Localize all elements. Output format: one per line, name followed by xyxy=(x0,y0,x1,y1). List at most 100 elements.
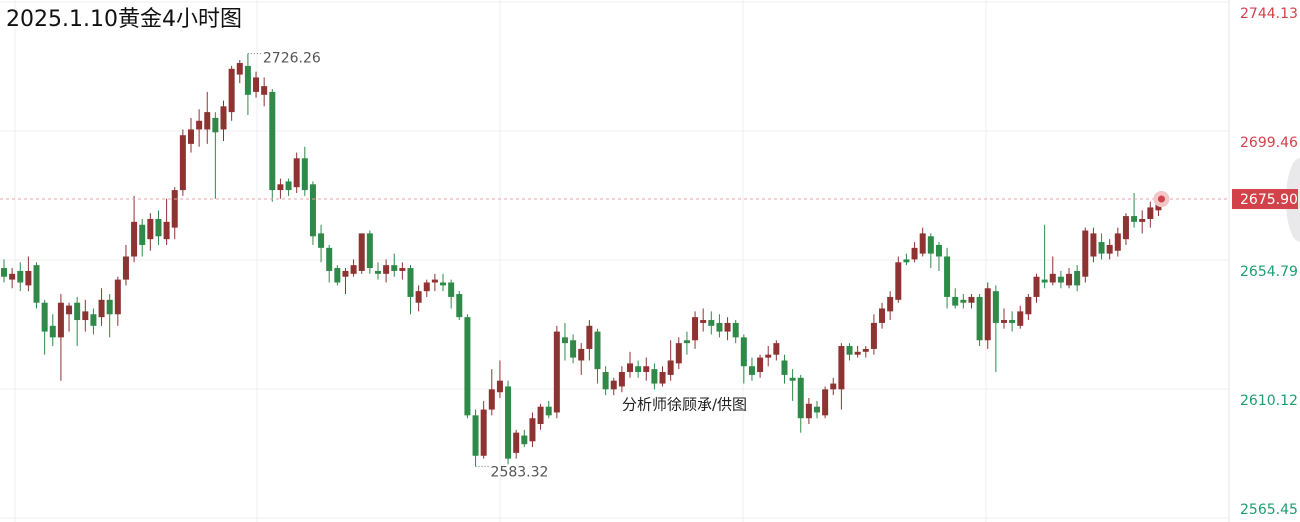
candle-body xyxy=(935,244,942,257)
candle-body xyxy=(789,377,796,381)
candle-body xyxy=(358,233,365,271)
candle-body xyxy=(1139,218,1146,222)
candle-body xyxy=(49,325,56,338)
candle-body xyxy=(350,265,357,274)
candle-body xyxy=(456,294,463,318)
candle-body xyxy=(90,314,97,326)
candle-body xyxy=(1122,216,1129,240)
candle-body xyxy=(415,291,422,303)
y-tick-label: 2699.46 xyxy=(1240,135,1298,151)
candle-body xyxy=(334,268,341,283)
candle-body xyxy=(814,406,820,413)
candle-body xyxy=(163,221,170,240)
candle-body xyxy=(879,308,886,323)
candle-body xyxy=(578,348,585,361)
candle-body xyxy=(724,322,731,332)
candle-body xyxy=(1106,244,1113,254)
last-price-box xyxy=(1232,189,1298,210)
candle-body xyxy=(570,340,577,358)
candle-body xyxy=(667,360,674,375)
candle-body xyxy=(244,65,251,95)
candle-body xyxy=(748,366,755,375)
candle-body xyxy=(618,372,625,387)
candle-body xyxy=(708,320,715,326)
candle-body xyxy=(586,325,593,349)
candle-body xyxy=(1131,216,1138,222)
candle-body xyxy=(147,218,154,240)
candle-body xyxy=(521,435,528,445)
candle-body xyxy=(944,256,951,297)
candle-body xyxy=(602,372,609,390)
candle-body xyxy=(261,86,268,95)
chart-title: 2025.1.10黄金4小时图 xyxy=(6,7,242,32)
candle-body xyxy=(407,268,414,297)
candle-body xyxy=(366,233,373,269)
candle-body xyxy=(1082,230,1089,277)
candle-body xyxy=(1074,270,1081,286)
candle-body xyxy=(992,291,999,323)
high-annotation: 2726.26 xyxy=(263,51,321,67)
candle-body xyxy=(212,117,219,133)
candle-body xyxy=(952,296,959,306)
candle-body xyxy=(57,302,64,338)
candle-body xyxy=(895,262,902,300)
candle-body xyxy=(1114,233,1121,251)
candle-body xyxy=(903,259,910,263)
candle-body xyxy=(106,299,113,315)
low-annotation: 2583.32 xyxy=(491,464,549,480)
candle-body xyxy=(187,129,194,144)
candle-body xyxy=(171,190,178,228)
candle-body xyxy=(781,360,788,375)
candle-body xyxy=(659,372,666,384)
candle-body xyxy=(1025,296,1032,315)
candle-body xyxy=(805,403,812,419)
candle-body xyxy=(984,288,991,341)
candle-body xyxy=(1041,279,1048,283)
candle-body xyxy=(269,91,276,191)
candle-body xyxy=(927,236,934,254)
candle-body xyxy=(440,282,447,286)
candle-body xyxy=(179,135,186,191)
candle-body xyxy=(740,337,747,367)
candle-body xyxy=(773,343,780,355)
candle-body xyxy=(82,311,89,321)
candle-body xyxy=(968,296,975,303)
candle-body xyxy=(675,343,682,364)
candle-body xyxy=(98,299,105,318)
candle-body xyxy=(960,299,967,303)
candle-body xyxy=(529,418,536,442)
candle-body xyxy=(1049,273,1056,283)
candle-body xyxy=(757,357,764,373)
candle-body xyxy=(383,265,390,274)
candle-body xyxy=(17,270,24,283)
candle-body xyxy=(448,282,455,297)
candle-body xyxy=(1017,311,1024,326)
candle-body xyxy=(627,363,634,373)
candle-body xyxy=(301,158,308,191)
candle-body xyxy=(1009,320,1016,323)
candle-body xyxy=(342,270,349,277)
candle-body xyxy=(610,380,617,390)
candle-body xyxy=(887,296,894,312)
candle-body xyxy=(472,415,479,456)
y-tick-label: 2610.12 xyxy=(1240,393,1298,409)
candle-body xyxy=(919,233,926,254)
candle-body xyxy=(797,377,804,419)
candle-body xyxy=(1147,207,1154,219)
candle-body xyxy=(131,221,138,257)
candle-body xyxy=(700,320,707,323)
last-price-dot xyxy=(1157,195,1165,203)
candle-body xyxy=(431,279,438,283)
candle-body xyxy=(854,351,861,355)
candle-body xyxy=(114,279,121,315)
candle-body xyxy=(309,184,316,237)
candle-body xyxy=(830,383,837,390)
candle-body xyxy=(496,380,503,393)
candle-body xyxy=(488,389,495,410)
candle-body xyxy=(513,432,520,453)
candle-body xyxy=(326,247,333,271)
candle-body xyxy=(423,282,430,292)
candle-body xyxy=(537,406,544,425)
candle-body xyxy=(293,158,300,188)
